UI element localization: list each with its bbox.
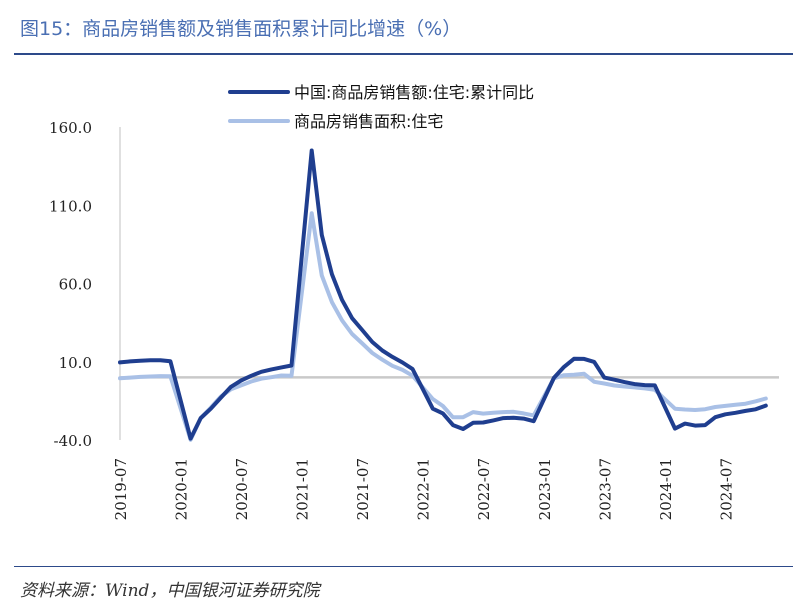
source-note: 资料来源：Wind，中国银河证券研究院 xyxy=(20,581,320,601)
y-axis: 160.0 110.0 60.0 10.0 -40.0 xyxy=(49,119,121,450)
x-tick-label: 2021-01 xyxy=(294,458,312,520)
x-tick-label: 2020-07 xyxy=(233,458,251,520)
x-tick-label: 2023-07 xyxy=(596,458,614,520)
chart-title: 图15：商品房销售额及销售面积累计同比增速（%） xyxy=(20,18,462,40)
y-tick-label: 110.0 xyxy=(49,197,92,215)
legend-label-2: 商品房销售面积:住宅 xyxy=(294,112,443,131)
x-tick-label: 2022-01 xyxy=(415,458,433,520)
series-lines xyxy=(118,148,768,442)
x-tick-label: 2023-01 xyxy=(536,458,554,520)
series-line-2 xyxy=(118,211,768,442)
y-tick-label: 10.0 xyxy=(59,354,92,372)
y-tick-label: -40.0 xyxy=(54,432,92,450)
x-tick-label: 2024-01 xyxy=(657,458,675,520)
source-rule xyxy=(14,566,793,567)
y-tick-label: 160.0 xyxy=(49,119,92,137)
y-tick-label: 60.0 xyxy=(59,276,92,294)
x-axis: 2019-07 2020-01 2020-07 2021-01 2021-07 2022-… xyxy=(112,458,735,520)
legend-label-1: 中国:商品房销售额:住宅:累计同比 xyxy=(294,83,534,102)
x-tick-label: 2022-07 xyxy=(475,458,493,520)
x-tick-label: 2024-07 xyxy=(717,458,735,520)
x-tick-label: 2020-01 xyxy=(173,458,191,520)
x-tick-label: 2021-07 xyxy=(354,458,372,520)
series-line-1 xyxy=(118,148,768,441)
title-rule xyxy=(14,53,793,55)
x-tick-label: 2019-07 xyxy=(112,458,130,520)
